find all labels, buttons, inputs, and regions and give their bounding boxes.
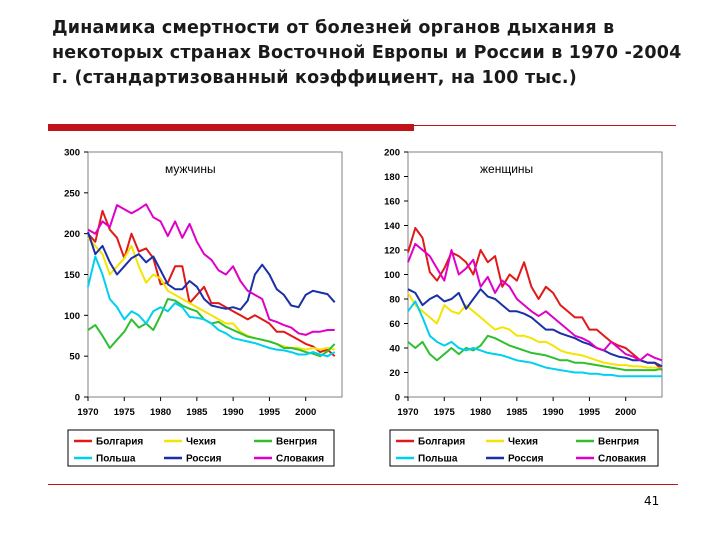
x-tick-label: 2000 — [615, 407, 636, 418]
series-line-3 — [87, 255, 336, 358]
series-line-4 — [407, 288, 663, 368]
x-tick-label: 1970 — [77, 407, 98, 418]
chart-men: 0 50 100 150 200 250 300 1970 1975 1980 1985 1990 19… — [64, 148, 343, 467]
legend-label: Болгария — [418, 437, 465, 448]
series-line-3 — [407, 300, 662, 378]
title-underline-line — [414, 125, 676, 126]
y-tick-label: 50 — [69, 352, 80, 363]
legend-label: Словакия — [276, 454, 324, 465]
y-tick-label: 0 — [395, 393, 400, 404]
x-tick-label: 1980 — [470, 407, 491, 418]
slide-title: Динамика смертности от болезней органов … — [52, 18, 682, 88]
y-tick-label: 250 — [64, 188, 80, 199]
y-tick-label: 140 — [384, 221, 400, 232]
series-line-1 — [407, 292, 663, 370]
x-tick-label: 1985 — [186, 407, 208, 418]
y-tick-label: 160 — [384, 197, 400, 208]
y-tick-label: 150 — [64, 270, 80, 281]
y-tick-label: 100 — [64, 311, 80, 322]
x-tick-label: 1980 — [150, 407, 171, 418]
x-tick-label: 1985 — [506, 407, 528, 418]
x-tick-label: 1995 — [259, 407, 281, 418]
x-tick-label: 1995 — [579, 407, 601, 418]
series-line-0 — [87, 209, 336, 357]
legend: Болгария Чехия Венгрия Польша Россия Словакия — [389, 429, 659, 467]
y-tick-label: 200 — [64, 229, 80, 240]
series-line-4 — [87, 231, 336, 311]
legend-label: Польша — [96, 454, 136, 465]
chart-title: мужчины — [165, 162, 216, 176]
legend-label: Венгрия — [598, 437, 639, 448]
x-tick-label: 2000 — [295, 407, 316, 418]
y-tick-label: 100 — [384, 270, 400, 281]
legend-label: Венгрия — [276, 437, 317, 448]
legend-box — [67, 429, 335, 467]
y-tick-label: 120 — [384, 246, 400, 257]
legend-label: Россия — [186, 454, 222, 465]
legend: Болгария Чехия Венгрия Польша Россия Словакия — [67, 429, 335, 467]
x-tick-label: 1975 — [114, 407, 136, 418]
chart-women: 0 20 40 60 80 100 120 140 160 180 200 1970 1975 1980 1… — [384, 148, 663, 467]
series-line-5 — [87, 203, 335, 336]
y-tick-label: 40 — [389, 344, 400, 355]
y-tick-label: 200 — [384, 148, 400, 159]
x-tick-label: 1990 — [543, 407, 564, 418]
y-tick-label: 60 — [389, 319, 400, 330]
legend-label: Россия — [508, 454, 544, 465]
y-tick-label: 20 — [389, 368, 400, 379]
x-tick-label: 1990 — [223, 407, 244, 418]
footer-divider — [48, 484, 678, 485]
y-tick-label: 0 — [75, 393, 80, 404]
x-tick-label: 1975 — [434, 407, 456, 418]
legend-label: Словакия — [598, 454, 646, 465]
y-tick-label: 180 — [384, 172, 400, 183]
page-number: 41 — [644, 494, 660, 508]
x-tick-label: 1970 — [397, 407, 418, 418]
legend-label: Польша — [418, 454, 458, 465]
y-tick-label: 80 — [389, 295, 400, 306]
series-line-5 — [407, 242, 663, 362]
legend-label: Болгария — [96, 437, 143, 448]
chart-title: женщины — [480, 162, 533, 176]
title-underline-bar — [48, 124, 414, 131]
series-line-2 — [407, 334, 663, 372]
plot-area — [87, 151, 343, 398]
y-tick-label: 300 — [64, 148, 80, 159]
legend-label: Чехия — [186, 437, 216, 448]
legend-box — [389, 429, 659, 467]
legend-label: Чехия — [508, 437, 538, 448]
